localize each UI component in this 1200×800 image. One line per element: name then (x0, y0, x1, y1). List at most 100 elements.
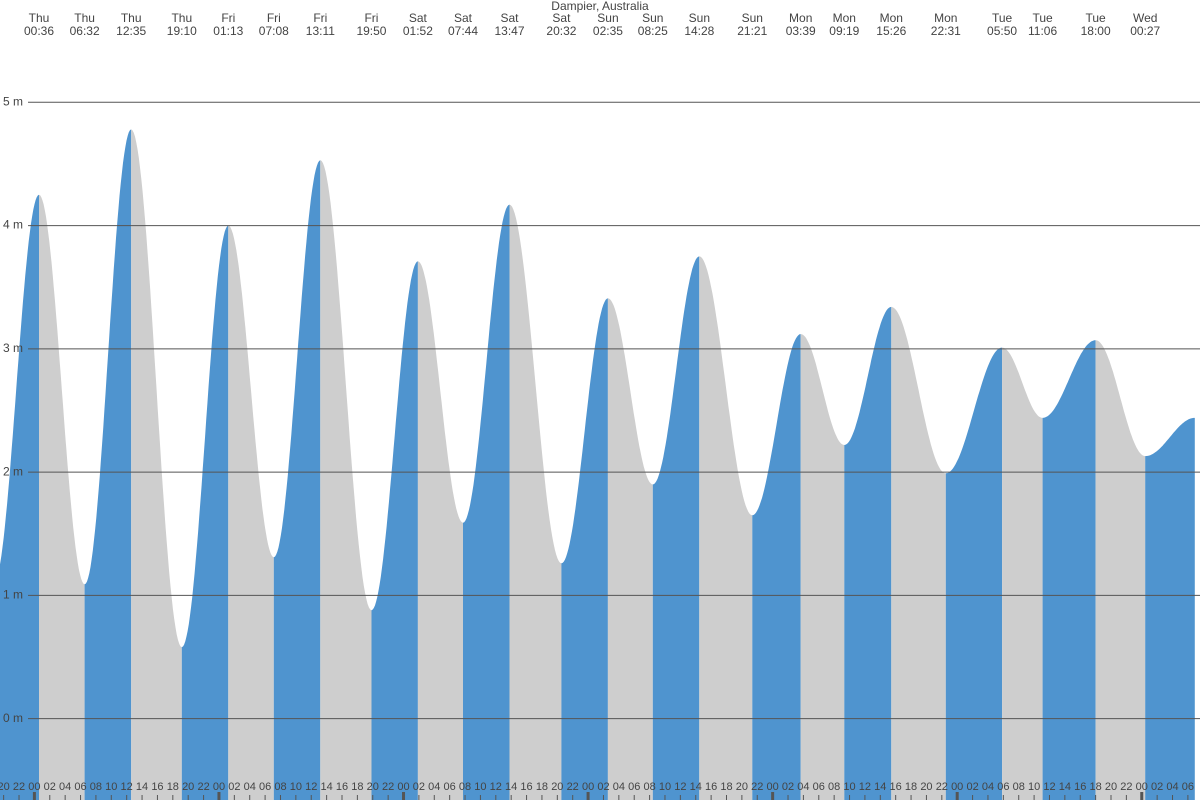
tide-segment (891, 306, 946, 800)
extreme-day: Sat (409, 11, 428, 25)
hour-label: 00 (28, 781, 40, 793)
hour-label: 06 (628, 781, 640, 793)
tide-segment (371, 261, 418, 800)
hour-label: 00 (951, 781, 963, 793)
hour-label: 20 (920, 781, 932, 793)
tide-segment (1002, 347, 1043, 800)
hour-label: 00 (397, 781, 409, 793)
tide-segment (228, 225, 274, 800)
extreme-day: Thu (29, 11, 50, 25)
hour-label: 08 (1013, 781, 1025, 793)
extreme-day: Sat (501, 11, 520, 25)
extreme-time: 18:00 (1081, 24, 1111, 38)
tide-segment (320, 160, 372, 800)
hour-label: 22 (197, 781, 209, 793)
hour-label: 08 (643, 781, 655, 793)
hour-label: 18 (720, 781, 732, 793)
extreme-time: 19:10 (167, 24, 197, 38)
extreme-time: 03:39 (786, 24, 816, 38)
extreme-day: Sun (689, 11, 710, 25)
tide-segment (607, 298, 653, 800)
y-tick-label: 3 m (3, 341, 23, 355)
hour-label: 04 (982, 781, 994, 793)
tide-segment (800, 334, 845, 800)
extreme-day: Sat (552, 11, 571, 25)
extreme-day: Mon (833, 11, 856, 25)
hour-label: 20 (0, 781, 10, 793)
extreme-time: 22:31 (931, 24, 961, 38)
extreme-time: 14:28 (684, 24, 714, 38)
hour-label: 04 (1166, 781, 1178, 793)
extreme-day: Fri (221, 11, 235, 25)
hour-label: 02 (782, 781, 794, 793)
hour-label: 20 (182, 781, 194, 793)
hour-label: 04 (244, 781, 256, 793)
hour-label: 10 (843, 781, 855, 793)
extreme-day: Thu (171, 11, 192, 25)
hour-label: 04 (59, 781, 71, 793)
extreme-time: 00:36 (24, 24, 54, 38)
hour-label: 14 (136, 781, 148, 793)
extreme-day: Sun (597, 11, 618, 25)
hour-label: 04 (428, 781, 440, 793)
tide-segment (652, 256, 700, 800)
hour-label: 16 (336, 781, 348, 793)
hour-label: 12 (674, 781, 686, 793)
tide-segment (844, 306, 892, 800)
extreme-time: 02:35 (593, 24, 623, 38)
tide-segment (945, 347, 1003, 800)
hour-label: 12 (859, 781, 871, 793)
hour-label: 02 (228, 781, 240, 793)
extreme-time: 00:27 (1130, 24, 1160, 38)
hour-label: 06 (997, 781, 1009, 793)
extreme-time: 07:44 (448, 24, 478, 38)
hour-label: 12 (1043, 781, 1055, 793)
hour-label: 08 (828, 781, 840, 793)
extreme-time: 07:08 (259, 24, 289, 38)
hour-label: 02 (44, 781, 56, 793)
hour-label: 18 (536, 781, 548, 793)
extreme-time: 09:19 (829, 24, 859, 38)
hour-label: 20 (367, 781, 379, 793)
extreme-time: 06:32 (70, 24, 100, 38)
hour-label: 20 (1105, 781, 1117, 793)
y-tick-label: 5 m (3, 94, 23, 108)
hour-label: 06 (813, 781, 825, 793)
extreme-day: Wed (1133, 11, 1157, 25)
tide-segment (561, 298, 608, 800)
hour-label: 06 (444, 781, 456, 793)
extreme-day: Tue (992, 11, 1013, 25)
hour-label: 10 (659, 781, 671, 793)
extreme-day: Mon (880, 11, 903, 25)
tide-segment (752, 334, 801, 800)
hour-label: 10 (105, 781, 117, 793)
hour-label: 12 (121, 781, 133, 793)
hour-label: 14 (505, 781, 517, 793)
tide-segment (417, 261, 463, 800)
tide-segment (0, 194, 39, 800)
tide-segment (1095, 340, 1146, 800)
hour-label: 04 (613, 781, 625, 793)
hour-label: 16 (705, 781, 717, 793)
hour-label: 10 (474, 781, 486, 793)
tide-segment (131, 129, 182, 800)
extreme-time: 19:50 (356, 24, 386, 38)
hour-label: 16 (520, 781, 532, 793)
hour-label: 22 (382, 781, 394, 793)
tide-segment (1145, 417, 1195, 800)
hour-label: 16 (890, 781, 902, 793)
hour-label: 10 (1028, 781, 1040, 793)
hour-label: 20 (551, 781, 563, 793)
y-tick-label: 2 m (3, 464, 23, 478)
hour-label: 06 (1182, 781, 1194, 793)
hour-label: 20 (736, 781, 748, 793)
extreme-time: 01:52 (403, 24, 433, 38)
tide-segment (273, 160, 321, 800)
y-tick-label: 0 m (3, 711, 23, 725)
hour-label: 06 (74, 781, 86, 793)
extreme-time: 21:21 (737, 24, 767, 38)
extreme-day: Thu (74, 11, 95, 25)
extreme-day: Sat (454, 11, 473, 25)
hour-label: 12 (490, 781, 502, 793)
